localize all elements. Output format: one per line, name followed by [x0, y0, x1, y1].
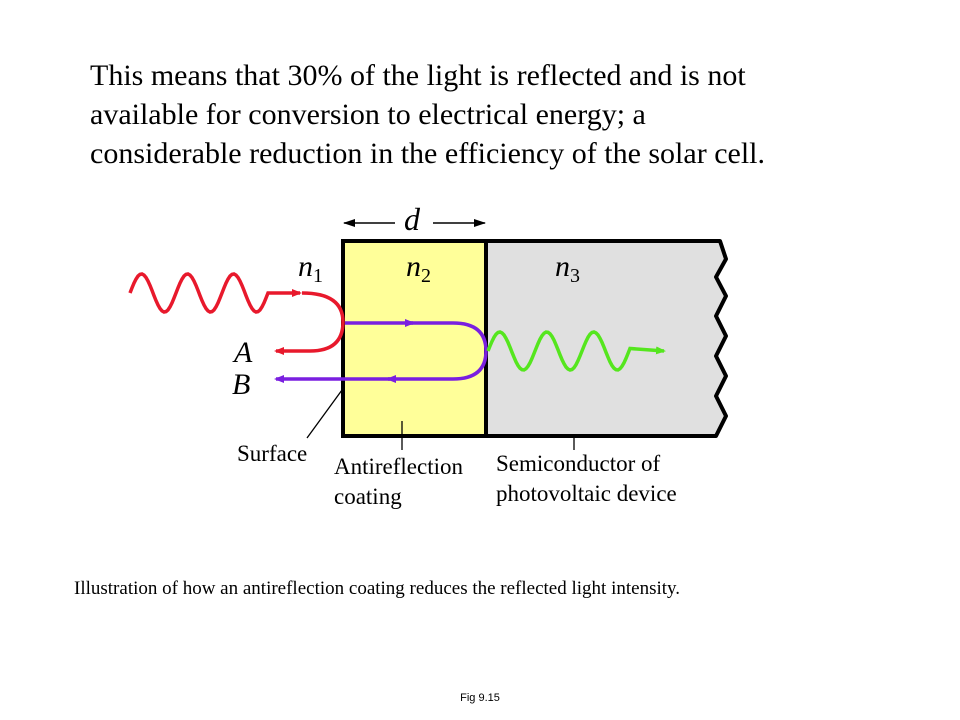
heading-text: This means that 30% of the light is refl…: [90, 56, 890, 173]
n3-sub: 3: [570, 265, 580, 287]
n1-base: n: [298, 250, 313, 283]
n3-label: n3: [555, 250, 580, 287]
surface-label: Surface: [237, 441, 307, 466]
surface-leader: [306, 389, 343, 439]
n1-label: n1: [298, 250, 323, 287]
ray-a-label: A: [232, 336, 253, 369]
transmitted-wave: [486, 330, 666, 372]
heading-line-2: available for conversion to electrical e…: [90, 98, 646, 131]
n2-label: n2: [406, 250, 431, 287]
incident-wave: [128, 272, 302, 314]
ray-b-turn: [386, 321, 488, 383]
semiconductor-region: [484, 239, 728, 438]
semiconductor-label-line-1: Semiconductor of: [496, 451, 660, 476]
heading-line-3: considerable reduction in the efficiency…: [90, 137, 765, 170]
figure-number: Fig 9.15: [460, 692, 500, 704]
n1-sub: 1: [313, 265, 323, 287]
n2-sub: 2: [421, 265, 431, 287]
coating-label-line-1: Antireflection: [334, 454, 464, 479]
ray-b-label: B: [232, 368, 250, 401]
reflected-ray-a: [274, 291, 345, 355]
n2-base: n: [406, 250, 421, 283]
coating-layer: [341, 239, 488, 438]
coating-label-line-2: coating: [334, 484, 402, 509]
figure-caption: Illustration of how an antireflection co…: [74, 578, 681, 599]
heading-line-1: This means that 30% of the light is refl…: [90, 59, 746, 92]
n3-base: n: [555, 250, 570, 283]
thickness-label: d: [404, 201, 421, 237]
semiconductor-label-line-2: photovoltaic device: [496, 481, 677, 506]
